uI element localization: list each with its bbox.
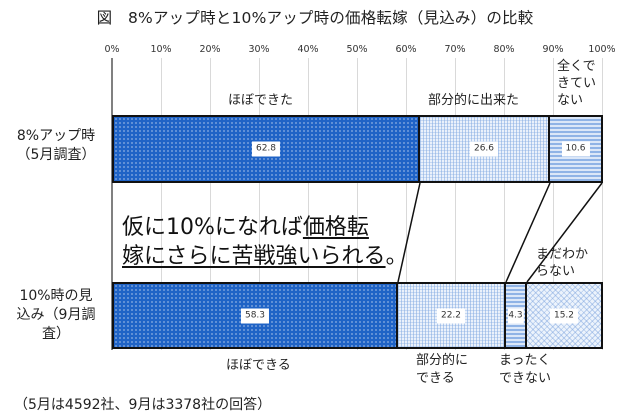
- x-tick-70: 70%: [444, 44, 466, 55]
- gridline: [504, 58, 505, 350]
- value-label: 62.8: [251, 141, 281, 157]
- x-tick-100: 100%: [588, 44, 616, 55]
- x-tick-0: 0%: [104, 44, 120, 55]
- bar-sep-mostly-can: 58.3: [112, 282, 398, 349]
- bar-may-not-at-all: 10.6: [550, 115, 603, 183]
- segment-label-partially-can: 部分的に できる: [416, 353, 469, 386]
- chart-title: 図 8%アップ時と10%アップ時の価格転嫁（見込み）の比較: [96, 9, 534, 27]
- x-tick-40: 40%: [297, 44, 319, 55]
- bar-may-mostly-done: 62.8: [112, 115, 420, 183]
- gridline: [259, 58, 260, 350]
- gridline: [210, 58, 211, 350]
- value-label: 26.6: [469, 141, 499, 157]
- segment-label-unknown-yet: まだわか らない: [536, 247, 589, 279]
- gridline: [357, 58, 358, 350]
- x-tick-10: 10%: [150, 44, 172, 55]
- category-label-may: 8%アップ時 （5月調査）: [16, 128, 96, 163]
- bar-sep-cannot-at-all: 4.3: [506, 282, 527, 349]
- x-tick-90: 90%: [542, 44, 564, 55]
- segment-label-partially-done: 部分的に出来た: [428, 93, 520, 108]
- value-label: 22.2: [436, 308, 466, 323]
- x-tick-20: 20%: [199, 44, 221, 55]
- segment-label-mostly-can: ほぼできる: [226, 358, 291, 373]
- segment-label-not-at-all: 全くで きてい ない: [557, 59, 597, 108]
- bar-may-partially-done: 26.6: [420, 115, 550, 183]
- y-axis-line: [111, 58, 113, 350]
- gridline: [602, 58, 603, 350]
- segment-label-mostly-done: ほぼできた: [228, 93, 294, 108]
- value-label: 10.6: [561, 141, 590, 157]
- x-tick-60: 60%: [395, 44, 417, 55]
- value-label: 15.2: [549, 308, 579, 323]
- callout-annotation: 仮に10%になれば価格転 嫁にさらに苦戦強いられる。: [122, 215, 408, 269]
- x-tick-50: 50%: [346, 44, 368, 55]
- gridline: [553, 58, 554, 350]
- x-tick-30: 30%: [248, 44, 270, 55]
- x-tick-80: 80%: [493, 44, 515, 55]
- footnote: （5月は4592社、9月は3378社の回答）: [14, 397, 272, 413]
- category-label-sep: 10%時の見 込み（9月調 査）: [16, 288, 96, 342]
- value-label: 58.3: [240, 308, 270, 323]
- bar-sep-partially-can: 22.2: [398, 282, 506, 349]
- gridline: [455, 58, 456, 350]
- gridline: [308, 58, 309, 350]
- gridline: [161, 58, 162, 350]
- gridline: [406, 58, 407, 350]
- bar-sep-unknown-yet: 15.2: [527, 282, 603, 349]
- segment-label-cannot-at-all: まったく できない: [499, 353, 552, 386]
- value-label: 4.3: [507, 308, 524, 323]
